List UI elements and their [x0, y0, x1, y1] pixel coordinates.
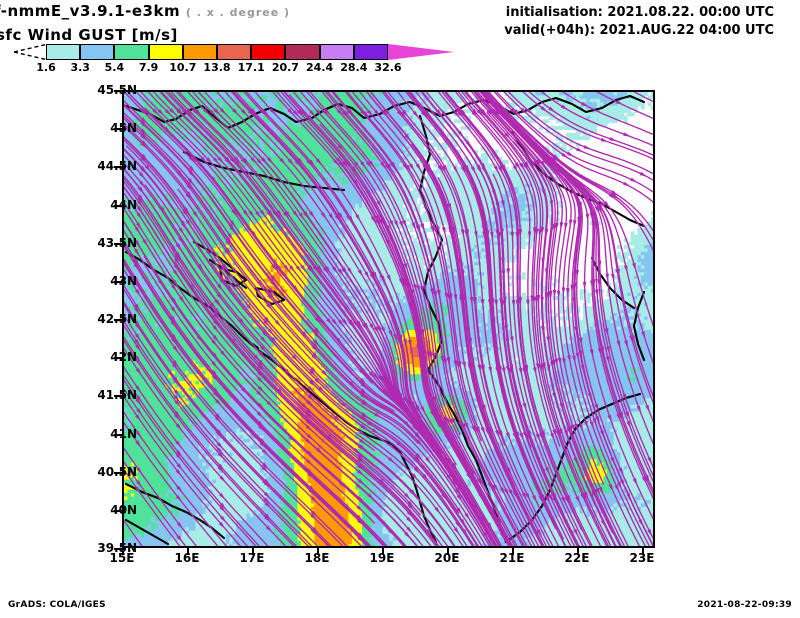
y-axis-tick: [114, 242, 122, 245]
colorbar-low-arrow-outline: [14, 44, 46, 60]
initialisation-time: initialisation: 2021.08.22. 00:00 UTC: [504, 4, 774, 22]
y-axis-tick: [114, 280, 122, 283]
colorbar-tick-label: 20.7: [272, 61, 299, 74]
colorbar-tick-label: 24.4: [306, 61, 333, 74]
streamline-layer: [124, 92, 653, 546]
footer-credit: GrADS: COLA/IGES: [8, 600, 106, 610]
y-axis-tick: [114, 166, 122, 169]
x-axis-tick: [382, 548, 384, 555]
x-axis-tick: [252, 548, 254, 555]
x-axis-label: 17E: [240, 551, 265, 565]
run-time-block: initialisation: 2021.08.22. 00:00 UTC va…: [504, 4, 774, 40]
x-axis-label: 19E: [370, 551, 395, 565]
footer-timestamp: 2021-08-22-09:39: [697, 600, 792, 610]
y-axis-label: 41N: [110, 427, 137, 441]
colorbar-segment: [80, 44, 115, 60]
y-axis-tick: [114, 319, 122, 321]
map-plot-area[interactable]: [122, 90, 655, 548]
colorbar-title: sfc Wind GUST [m/s]: [0, 26, 178, 44]
x-axis-label: 16E: [175, 551, 200, 565]
colorbar-tick-label: 3.3: [70, 61, 90, 74]
valid-time: valid(+04h): 2021.AUG.22 04:00 UTC: [504, 22, 774, 40]
model-title-suffix: ( . x . degree ): [186, 6, 290, 19]
y-axis-label: 42N: [110, 350, 137, 364]
colorbar-tick-label: 7.9: [139, 61, 159, 74]
x-axis-tick: [447, 548, 449, 555]
colorbar-segment: [182, 44, 217, 60]
y-axis-label: 40N: [110, 503, 137, 517]
x-axis-tick: [577, 548, 579, 555]
colorbar-segment: [217, 44, 252, 60]
y-axis-tick: [114, 204, 122, 207]
colorbar-segment: [148, 44, 183, 60]
colorbar-tick-label: 32.6: [374, 61, 401, 74]
y-axis-tick: [114, 395, 122, 398]
model-title: f-nmmE_v3.9.1-e3km ( . x . degree ): [0, 2, 290, 20]
y-axis-tick: [114, 433, 122, 436]
x-axis-label: 23E: [630, 551, 655, 565]
colorbar-tick-label: 28.4: [340, 61, 367, 74]
y-axis-tick: [114, 509, 122, 512]
colorbar-segment: [319, 44, 354, 60]
y-axis-label: 43N: [110, 274, 137, 288]
y-axis-tick: [114, 548, 122, 550]
colorbar-segment: [285, 44, 320, 60]
model-title-text: f-nmmE_v3.9.1-e3km: [0, 2, 180, 20]
y-axis-label: 45N: [110, 121, 137, 135]
y-axis-tick: [114, 471, 122, 474]
colorbar-tick-label: 13.8: [203, 61, 230, 74]
x-axis-label: 22E: [565, 551, 590, 565]
x-axis-label: 20E: [435, 551, 460, 565]
colorbar-segment: [114, 44, 149, 60]
x-axis-tick: [317, 548, 319, 555]
colorbar-tick-label: 1.6: [36, 61, 56, 74]
x-axis-tick: [122, 548, 124, 555]
colorbar: 1.6 3.3 5.4 7.9 10.7 13.8 17.1 20.7 24.4 28.4 32.6: [14, 44, 454, 74]
y-axis-label: 44N: [110, 198, 137, 212]
colorbar-tick-label: 17.1: [238, 61, 265, 74]
x-axis-label: 18E: [305, 551, 330, 565]
x-axis-label: 21E: [500, 551, 525, 565]
x-axis-tick: [187, 548, 189, 555]
colorbar-low-arrow: [14, 44, 46, 60]
map-canvas: [124, 92, 653, 546]
colorbar-tick-label: 10.7: [169, 61, 196, 74]
x-axis-tick: [512, 548, 514, 555]
y-axis-tick: [114, 90, 122, 92]
colorbar-segment: [251, 44, 286, 60]
colorbar-segment: [353, 44, 388, 60]
y-axis-tick: [114, 128, 122, 131]
x-axis-tick: [642, 548, 644, 555]
y-axis-tick: [114, 357, 122, 360]
colorbar-high-arrow: [388, 44, 454, 60]
colorbar-tick-label: 5.4: [105, 61, 125, 74]
colorbar-segment: [46, 44, 81, 60]
x-axis-label: 15E: [110, 551, 135, 565]
